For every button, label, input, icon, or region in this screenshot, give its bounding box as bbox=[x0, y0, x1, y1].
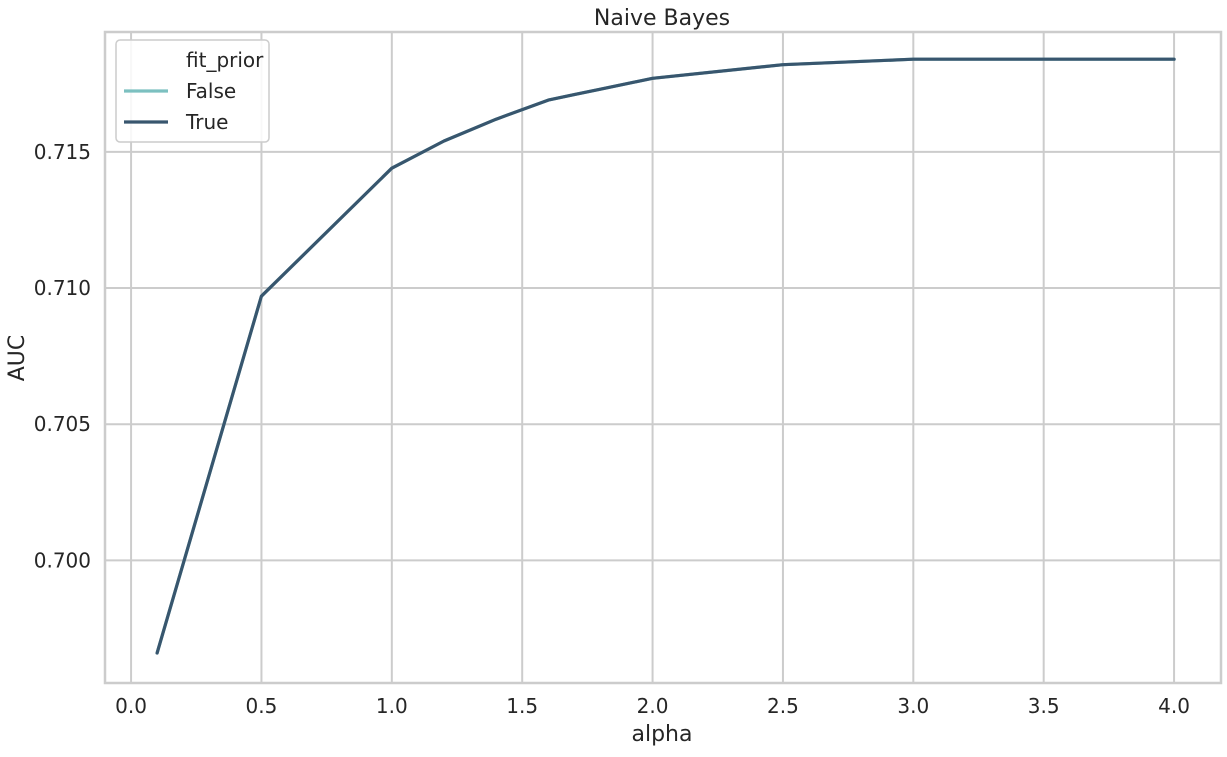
series-layer bbox=[155, 57, 1176, 655]
y-axis-label: AUC bbox=[5, 335, 30, 382]
grid-layer bbox=[105, 32, 1221, 683]
y-tick-label: 0.705 bbox=[34, 412, 91, 436]
x-tick-label: 0.0 bbox=[115, 694, 147, 718]
legend-title: fit_prior bbox=[186, 48, 264, 72]
series-line-true bbox=[155, 57, 1176, 655]
legend-box bbox=[115, 39, 270, 143]
plot-frame bbox=[103, 30, 1223, 685]
tick-labels: 0.0 0.5 1.0 1.5 2.0 2.5 3.0 3.5 4.0 0.700 0.705 0.7… bbox=[34, 140, 1190, 718]
x-tick-label: 3.0 bbox=[897, 694, 929, 718]
legend: fit_prior False True bbox=[115, 39, 270, 143]
chart-title: Naive Bayes bbox=[594, 6, 730, 31]
legend-label-false: False bbox=[186, 79, 236, 103]
x-tick-label: 2.5 bbox=[767, 694, 799, 718]
legend-label-true: True bbox=[185, 110, 228, 134]
y-tick-label: 0.715 bbox=[34, 140, 91, 164]
x-tick-label: 4.0 bbox=[1158, 694, 1190, 718]
x-tick-label: 0.5 bbox=[246, 694, 278, 718]
x-tick-label: 2.0 bbox=[637, 694, 669, 718]
y-tick-label: 0.700 bbox=[34, 548, 91, 572]
axes-frame bbox=[103, 30, 1223, 685]
x-tick-label: 3.5 bbox=[1028, 694, 1060, 718]
x-axis-label: alpha bbox=[632, 722, 693, 747]
x-tick-label: 1.0 bbox=[376, 694, 408, 718]
series-line-false bbox=[155, 57, 1176, 655]
y-tick-label: 0.710 bbox=[34, 276, 91, 300]
x-tick-label: 1.5 bbox=[506, 694, 538, 718]
